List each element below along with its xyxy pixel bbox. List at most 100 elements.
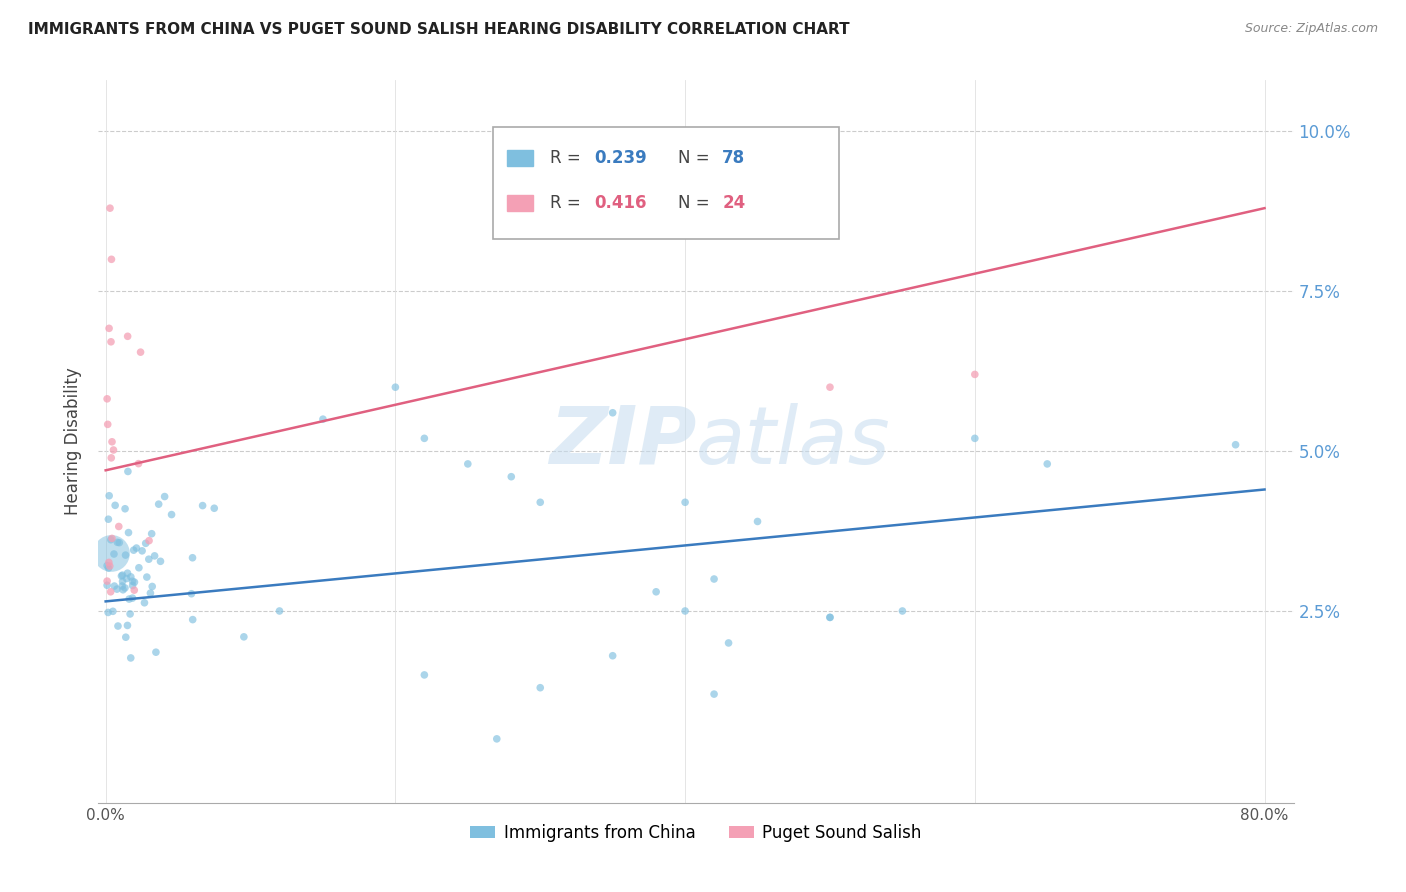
Point xyxy=(101,604,124,618)
Point xyxy=(818,610,841,624)
FancyBboxPatch shape xyxy=(494,128,839,239)
Point xyxy=(703,572,725,586)
Point xyxy=(107,619,129,633)
Point xyxy=(143,549,166,563)
Point xyxy=(128,560,150,574)
Point xyxy=(128,457,150,471)
Point xyxy=(114,630,136,644)
Point xyxy=(747,515,769,529)
Point xyxy=(703,687,725,701)
Point xyxy=(96,392,118,406)
Point xyxy=(129,345,152,359)
Point xyxy=(202,501,225,516)
Point xyxy=(118,592,141,607)
Point xyxy=(138,552,160,566)
Point xyxy=(103,547,125,561)
Point xyxy=(181,550,204,565)
Point xyxy=(103,579,125,593)
Point xyxy=(111,579,134,593)
Point xyxy=(107,519,129,533)
Point xyxy=(114,501,136,516)
Point xyxy=(181,613,204,627)
Point xyxy=(103,442,125,457)
Point xyxy=(180,587,202,601)
Y-axis label: Hearing Disability: Hearing Disability xyxy=(65,368,83,516)
Point xyxy=(96,574,118,588)
Point xyxy=(105,535,128,549)
Point xyxy=(191,499,214,513)
Point xyxy=(125,541,148,555)
Point xyxy=(98,201,121,215)
Bar xyxy=(508,150,533,166)
Point xyxy=(121,578,143,592)
Point xyxy=(135,536,157,550)
Point xyxy=(108,535,131,549)
Point xyxy=(891,604,914,618)
Point xyxy=(124,575,146,590)
Point xyxy=(117,329,139,343)
Point xyxy=(149,554,172,568)
Point xyxy=(111,574,134,589)
Point xyxy=(115,572,138,586)
Point xyxy=(98,489,121,503)
Text: 24: 24 xyxy=(723,194,745,212)
Point xyxy=(139,586,162,600)
Point xyxy=(529,495,551,509)
Point xyxy=(963,368,986,382)
Point xyxy=(141,526,163,541)
Point xyxy=(138,533,160,548)
Point xyxy=(96,578,118,592)
Point xyxy=(110,569,132,583)
Point xyxy=(1225,438,1247,452)
Point xyxy=(312,412,335,426)
Point xyxy=(97,417,120,432)
Text: Source: ZipAtlas.com: Source: ZipAtlas.com xyxy=(1244,22,1378,36)
Point xyxy=(602,648,624,663)
Text: R =: R = xyxy=(550,149,586,167)
Point xyxy=(111,568,134,582)
Point xyxy=(112,582,135,597)
Point xyxy=(97,561,120,575)
Point xyxy=(97,555,120,569)
Text: N =: N = xyxy=(678,149,714,167)
Text: 78: 78 xyxy=(723,149,745,167)
Point xyxy=(457,457,479,471)
Point xyxy=(98,559,121,574)
Point xyxy=(485,731,508,746)
Point xyxy=(818,380,841,394)
Point xyxy=(135,570,157,584)
Point xyxy=(529,681,551,695)
Point xyxy=(160,508,183,522)
Point xyxy=(120,651,142,665)
Point xyxy=(117,618,139,632)
Point xyxy=(100,252,122,267)
Point xyxy=(121,591,143,606)
Point xyxy=(148,497,170,511)
Point xyxy=(97,606,120,620)
Text: ZIP: ZIP xyxy=(548,402,696,481)
Point xyxy=(122,583,145,598)
Point xyxy=(100,584,122,599)
Point xyxy=(384,380,406,394)
Point xyxy=(114,548,136,562)
Point xyxy=(101,434,124,449)
Point xyxy=(818,610,841,624)
Point xyxy=(602,406,624,420)
Point xyxy=(645,584,668,599)
Point xyxy=(122,543,145,558)
Point xyxy=(97,512,120,526)
Point xyxy=(96,558,118,573)
Text: 0.239: 0.239 xyxy=(595,149,647,167)
Point xyxy=(100,450,122,465)
Point xyxy=(141,579,163,593)
Text: IMMIGRANTS FROM CHINA VS PUGET SOUND SALISH HEARING DISABILITY CORRELATION CHART: IMMIGRANTS FROM CHINA VS PUGET SOUND SAL… xyxy=(28,22,849,37)
Point xyxy=(117,525,139,540)
Point xyxy=(413,431,436,445)
Point xyxy=(114,581,136,595)
Point xyxy=(117,465,139,479)
Text: 0.416: 0.416 xyxy=(595,194,647,212)
Point xyxy=(100,533,122,547)
Point xyxy=(100,546,122,560)
Point xyxy=(413,668,436,682)
Point xyxy=(153,490,176,504)
